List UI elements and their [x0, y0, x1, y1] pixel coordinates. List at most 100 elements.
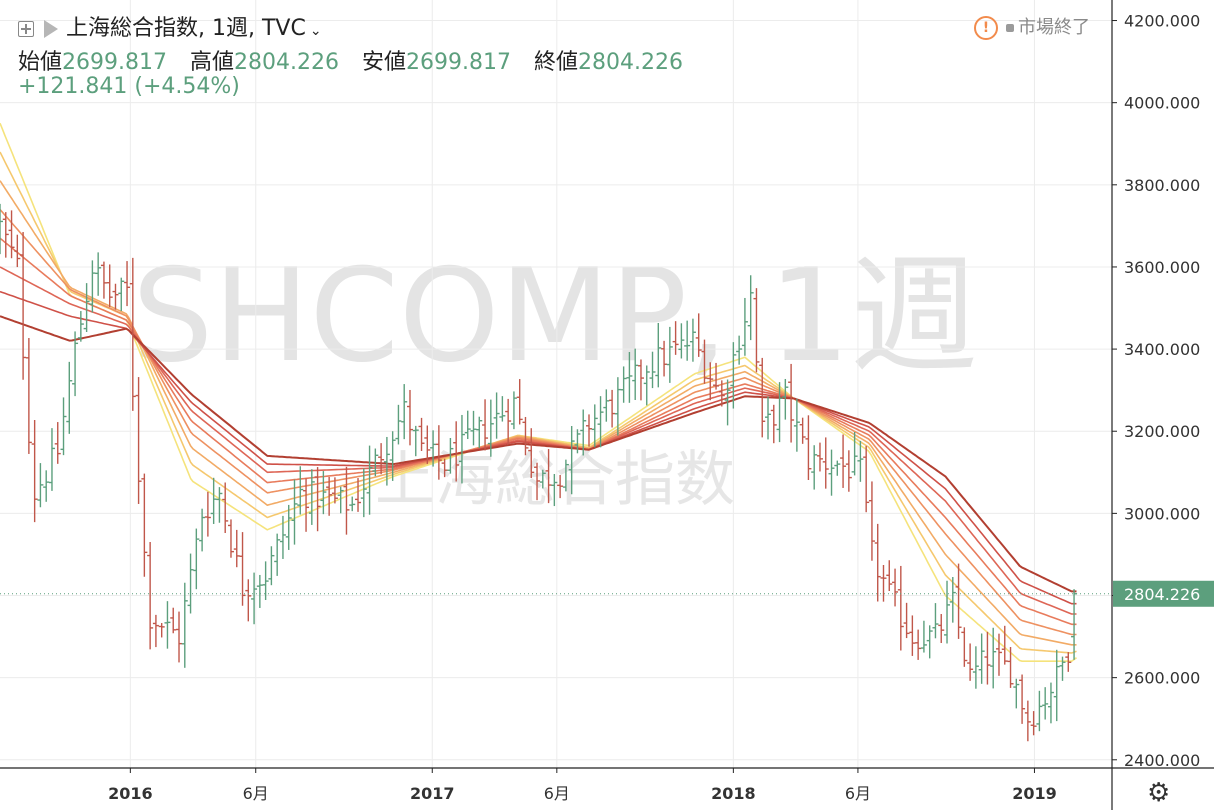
- ohlc-bar: [8, 210, 15, 259]
- ohlc-bar: [759, 357, 766, 438]
- last-price-label: 2804.226: [1124, 585, 1200, 604]
- ohlc-bar: [326, 476, 333, 516]
- ohlc-bar: [100, 261, 107, 299]
- ma-line: [0, 315, 1077, 593]
- ohlc-bar: [210, 477, 217, 524]
- ohlc-bar: [285, 504, 292, 550]
- ohlc-bar: [424, 425, 431, 464]
- ohlc-bar: [678, 323, 685, 359]
- add-symbol-icon[interactable]: [18, 21, 34, 37]
- ohlc-bar: [303, 478, 310, 532]
- ohlc-bar: [793, 398, 800, 452]
- close-value: 2804.226: [578, 50, 683, 75]
- ohlc-bar: [920, 620, 927, 653]
- ohlc-bar: [383, 436, 390, 486]
- ohlc-bar: [487, 399, 494, 457]
- ohlc-bar: [863, 445, 870, 513]
- ohlc-bar: [349, 496, 356, 512]
- ohlc-bar: [314, 467, 321, 532]
- ohlc-bar: [597, 396, 604, 448]
- ohlc-bar: [620, 366, 627, 403]
- ohlc-bar: [193, 528, 200, 590]
- ohlc-bar: [360, 468, 367, 518]
- y-tick-label: 2600.000: [1124, 669, 1200, 688]
- gear-icon[interactable]: ⚙: [1147, 778, 1171, 808]
- y-tick-label: 2400.000: [1124, 751, 1200, 770]
- ohlc-bar: [822, 437, 829, 489]
- ohlc-bar: [66, 361, 73, 434]
- ohlc-bar: [0, 203, 3, 255]
- ohlc-bars: [0, 203, 1078, 742]
- ohlc-bar: [14, 234, 21, 268]
- ohlc-bar: [609, 389, 616, 428]
- ohlc-bar: [31, 419, 38, 523]
- ohlc-bar: [637, 359, 644, 401]
- ohlc-bar: [545, 449, 552, 504]
- ohlc-bar: [135, 377, 142, 504]
- ohlc-bar: [534, 462, 541, 501]
- low-value: 2699.817: [406, 50, 511, 75]
- x-tick-label: 6月: [845, 784, 871, 803]
- ohlc-bar: [868, 481, 875, 561]
- ohlc-bar: [892, 568, 899, 607]
- chevron-down-icon[interactable]: ⌄: [309, 23, 322, 39]
- ohlc-bar: [539, 469, 546, 489]
- ohlc-bar: [626, 351, 633, 403]
- x-tick-label: 2016: [108, 784, 153, 803]
- ohlc-bar: [522, 416, 529, 456]
- ohlc-bar: [482, 399, 489, 451]
- market-status-text: 市場終了: [1018, 17, 1090, 38]
- y-tick-label: 3400.000: [1124, 340, 1200, 359]
- ohlc-bar: [990, 627, 997, 689]
- ohlc-bar: [562, 459, 569, 492]
- ohlc-bar: [568, 426, 575, 495]
- ohlc-bar: [585, 414, 592, 447]
- ohlc-bar: [72, 331, 79, 397]
- ohlc-bar: [516, 379, 523, 425]
- ohlc-bar: [262, 561, 269, 600]
- ohlc-bar: [828, 449, 835, 496]
- ohlc-bar: [643, 365, 650, 406]
- ohlc-bar: [25, 338, 32, 454]
- ohlc-bar: [661, 340, 668, 377]
- ohlc-bar: [1065, 652, 1072, 672]
- ohlc-bar: [776, 382, 783, 443]
- ohlc-bar: [378, 443, 385, 475]
- ohlc-bar: [20, 231, 27, 380]
- flag-icon[interactable]: [44, 20, 58, 38]
- ohlc-bar: [279, 515, 286, 559]
- ohlc-bar: [505, 398, 512, 444]
- ohlc-bar: [805, 415, 812, 480]
- ma-line: [0, 290, 1077, 605]
- symbol-title[interactable]: 上海総合指数, 1週, TVC: [66, 16, 306, 41]
- ma-line: [0, 180, 1077, 646]
- ohlc-bar: [268, 546, 275, 586]
- ohlc-bar: [603, 389, 610, 422]
- ohlc-bar: [158, 622, 165, 638]
- ohlc-bar: [222, 482, 229, 534]
- ohlc-bar: [1053, 649, 1060, 722]
- x-tick-label: 2018: [711, 784, 756, 803]
- ohlc-bar: [245, 579, 252, 622]
- ohlc-bar: [297, 466, 304, 515]
- ohlc-bar: [926, 625, 933, 659]
- ohlc-bar: [713, 362, 720, 390]
- ohlc-bar: [355, 478, 362, 512]
- ohlc-bar: [170, 607, 177, 634]
- ohlc-bar: [164, 601, 171, 649]
- ohlc-bar: [493, 392, 500, 439]
- ohlc-bar: [227, 519, 234, 558]
- ohlc-bar: [672, 321, 679, 355]
- ohlc-bar: [1001, 625, 1008, 665]
- ohlc-bar: [574, 429, 581, 454]
- symbol-header[interactable]: 上海総合指数, 1週, TVC ⌄: [18, 10, 322, 42]
- ohlc-bar: [89, 260, 96, 313]
- ohlc-bar: [401, 384, 408, 440]
- warning-icon[interactable]: !: [974, 16, 998, 40]
- ohlc-bar: [308, 469, 315, 525]
- ohlc-bar: [741, 297, 748, 356]
- ohlc-bar: [811, 445, 818, 490]
- x-tick-label: 6月: [243, 784, 269, 803]
- ohlc-bar: [43, 470, 50, 502]
